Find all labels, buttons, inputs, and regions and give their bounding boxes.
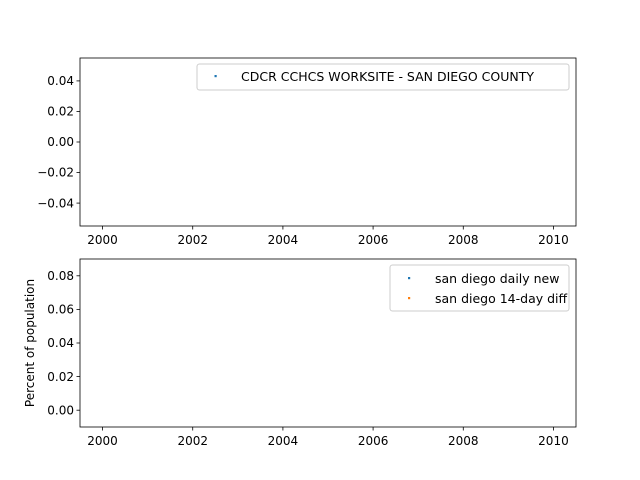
top-x-tick-label: 2004 xyxy=(268,233,299,247)
top-legend: CDCR CCHCS WORKSITE - SAN DIEGO COUNTY xyxy=(196,63,570,91)
bottom-y-tick-label: 0.02 xyxy=(47,370,74,384)
bottom-y-axis: 0.08 0.06 0.04 0.02 0.00 xyxy=(47,269,80,417)
top-subplot: 0.040.020.00−0.02−0.04 2000 2002 2004 2006 2… xyxy=(37,57,577,247)
bottom-legend-label-1: san diego 14-day diff xyxy=(435,291,568,306)
top-x-tick-label: 2006 xyxy=(358,233,389,247)
bottom-x-tick-label: 2004 xyxy=(268,434,299,448)
top-y-tick-label: 0.04 xyxy=(47,74,74,88)
bottom-legend: san diego daily new san diego 14-day dif… xyxy=(389,264,570,312)
top-legend-marker-0 xyxy=(214,75,217,78)
bottom-x-axis: 2000 2002 2004 2006 2008 2010 xyxy=(87,427,569,448)
bottom-y-tick-label: 0.00 xyxy=(47,403,74,417)
bottom-y-tick-label: 0.08 xyxy=(47,269,74,283)
bottom-legend-box xyxy=(389,264,570,312)
bottom-x-tick-label: 2010 xyxy=(538,434,569,448)
top-x-tick-label: 2008 xyxy=(448,233,479,247)
top-y-tick-label: 0.00 xyxy=(47,135,74,149)
top-x-tick-label: 2002 xyxy=(177,233,208,247)
top-x-axis: 2000 2002 2004 2006 2008 2010 xyxy=(87,226,569,247)
top-y-axis: 0.04 0.02 0.00 −0.02 −0.04 xyxy=(37,74,80,210)
bottom-x-tick-label: 2000 xyxy=(87,434,118,448)
top-x-tick-label: 2000 xyxy=(87,233,118,247)
top-legend-box xyxy=(196,63,570,91)
bottom-legend-marker-0 xyxy=(408,277,411,280)
bottom-legend-label-0: san diego daily new xyxy=(435,271,559,286)
bottom-x-tick-label: 2006 xyxy=(358,434,389,448)
bottom-y-axis-label: Percent of population xyxy=(23,279,37,407)
bottom-x-tick-label: 2002 xyxy=(177,434,208,448)
bottom-legend-marker-1 xyxy=(408,297,411,300)
top-x-tick-label: 2010 xyxy=(538,233,569,247)
bottom-x-tick-label: 2008 xyxy=(448,434,479,448)
top-y-tick-label: 0.02 xyxy=(47,105,74,119)
top-legend-label-0: CDCR CCHCS WORKSITE - SAN DIEGO COUNTY xyxy=(241,69,534,84)
top-y-tick-label: −0.02 xyxy=(37,166,74,180)
bottom-y-tick-label: 0.06 xyxy=(47,303,74,317)
bottom-subplot: 0.080.060.040.020.00 2000 2002 2004 2006 200… xyxy=(23,258,577,448)
top-y-tick-label: −0.04 xyxy=(37,196,74,210)
bottom-y-tick-label: 0.04 xyxy=(47,336,74,350)
